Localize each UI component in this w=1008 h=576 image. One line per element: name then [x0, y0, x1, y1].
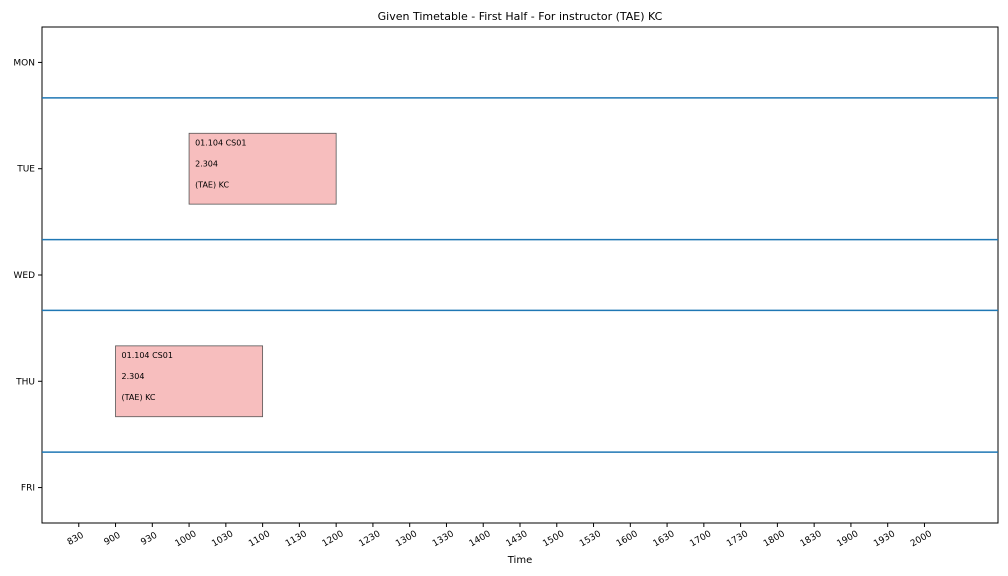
event-text-line: 2.304: [122, 372, 145, 381]
plot-area: MON TUE WED THU FRI 830 900 930 1000 1030 1100 1130…: [13, 26, 999, 549]
x-tick-label: 1400: [468, 529, 493, 549]
x-tick-label: 1130: [284, 529, 309, 549]
event-block: [115, 345, 264, 418]
x-tick-label: 1430: [505, 529, 530, 549]
x-tick-label: 1500: [541, 529, 566, 549]
day-label-wed: WED: [13, 271, 35, 281]
x-tick-label: 1930: [872, 529, 897, 549]
x-tick-label: 830: [66, 531, 86, 548]
x-tick-label: 1200: [321, 529, 346, 549]
x-tick-label: 900: [103, 531, 123, 548]
x-axis-label: Time: [507, 555, 532, 566]
day-label-fri: FRI: [21, 484, 35, 494]
chart-title: Given Timetable - First Half - For instr…: [378, 10, 663, 23]
event-text-line: (TAE) KC: [122, 393, 156, 402]
plot-frame: [41, 26, 999, 524]
x-tick-label: 1530: [578, 529, 603, 549]
event-text-line: 01.104 CS01: [195, 138, 246, 147]
x-tick-label: 1030: [210, 529, 235, 549]
x-tick-label: 1230: [358, 529, 383, 549]
x-tick-label: 1730: [725, 529, 750, 549]
event-text-line: 2.304: [195, 159, 218, 168]
x-tick-label: 1600: [615, 529, 640, 549]
event-block: [188, 132, 337, 205]
x-tick-label: 1900: [836, 529, 861, 549]
x-tick-label: 1330: [431, 529, 456, 549]
day-label-thu: THU: [15, 377, 35, 387]
x-tick-label: 930: [139, 531, 159, 548]
day-label-mon: MON: [13, 58, 35, 68]
event-text-line: (TAE) KC: [195, 180, 229, 189]
x-tick-label: 1000: [174, 529, 199, 549]
x-tick-label: 1300: [394, 529, 419, 549]
x-tick-label: 1830: [799, 529, 824, 549]
x-tick-label: 1630: [652, 529, 677, 549]
x-tick-label: 1100: [247, 529, 272, 549]
x-tick-label: 2000: [909, 529, 934, 549]
x-tick-label: 1800: [762, 529, 787, 549]
event-text-line: 01.104 CS01: [122, 351, 173, 360]
x-tick-label: 1700: [688, 529, 713, 549]
day-label-tue: TUE: [16, 165, 35, 175]
